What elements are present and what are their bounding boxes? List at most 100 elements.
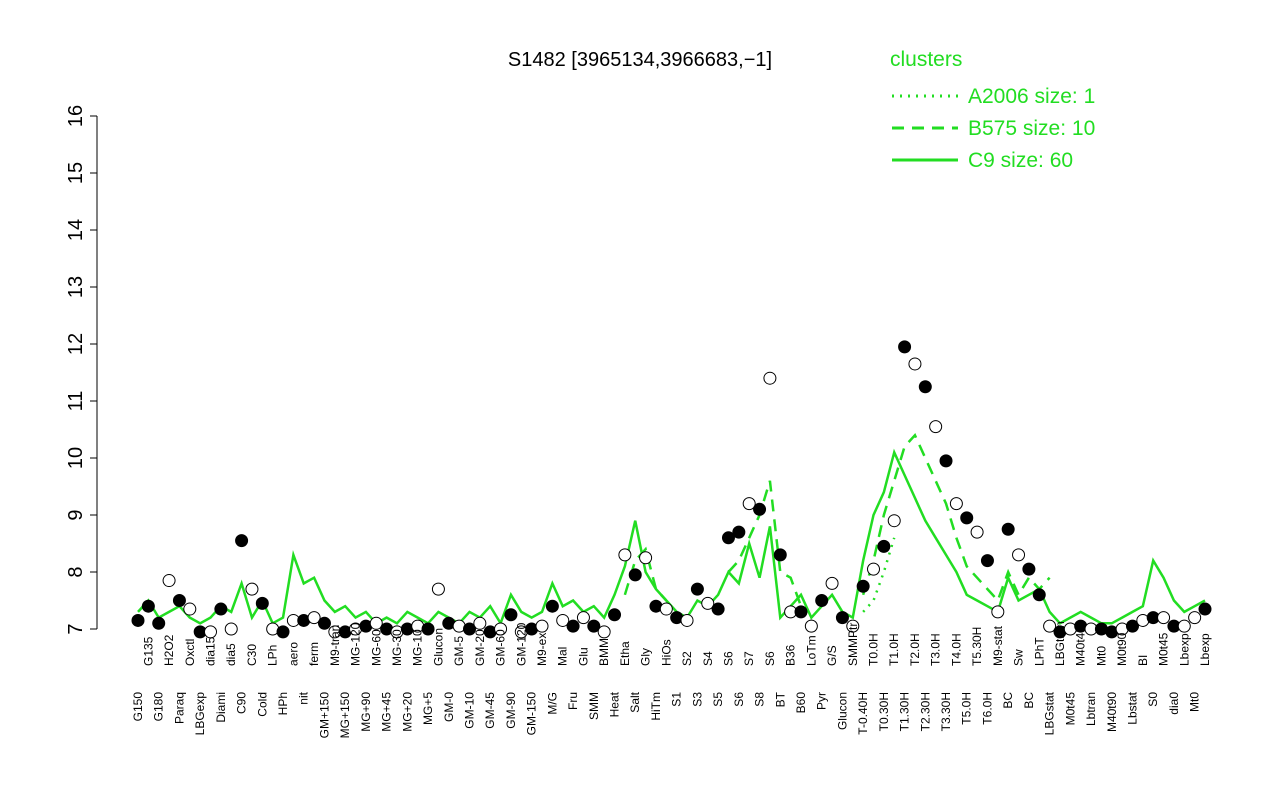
point xyxy=(369,616,383,630)
point-label: Etha xyxy=(618,641,632,666)
legend-label: A2006 size: 1 xyxy=(968,85,1095,108)
x-tick-label: M40t90 xyxy=(1105,692,1119,732)
x-tick-label: T1.30H xyxy=(898,692,912,731)
point xyxy=(804,619,818,633)
x-tick-label: S5 xyxy=(711,692,725,707)
point xyxy=(141,599,155,613)
point xyxy=(639,551,653,565)
point-label: Sw xyxy=(1012,649,1026,666)
point xyxy=(846,619,860,633)
point-label: Lbexp xyxy=(1177,633,1191,666)
point-label: LPh xyxy=(266,645,280,666)
point xyxy=(597,625,611,639)
point-label: dia5 xyxy=(224,643,238,666)
point xyxy=(245,582,259,596)
point-label: T4.0H xyxy=(949,633,963,666)
point xyxy=(431,582,445,596)
x-tick-label: S0 xyxy=(1146,692,1160,707)
point-label: B36 xyxy=(784,644,798,666)
x-tick-label: S1 xyxy=(670,692,684,707)
x-tick-label: HiTm xyxy=(649,692,663,721)
point xyxy=(701,596,715,610)
point-label: S7 xyxy=(742,651,756,666)
x-tick-label: Heat xyxy=(608,691,622,717)
point xyxy=(970,525,984,539)
x-tick-label: Mt0 xyxy=(1188,692,1202,712)
x-tick-label: GM+150 xyxy=(317,692,331,739)
x-tick-label: GM-0 xyxy=(442,692,456,722)
point xyxy=(794,605,808,619)
point xyxy=(1012,548,1026,562)
y-tick-label: 12 xyxy=(65,333,87,355)
point-label: LBGtran xyxy=(1053,621,1067,666)
point xyxy=(898,340,912,354)
point-label: HiOs xyxy=(659,639,673,666)
point xyxy=(162,574,176,588)
point-label: S2 xyxy=(680,651,694,666)
point xyxy=(887,514,901,528)
point xyxy=(753,502,767,516)
point xyxy=(1043,619,1057,633)
x-tick-label: BC xyxy=(1001,692,1015,709)
x-tick-label: M0t45 xyxy=(1063,692,1077,726)
point xyxy=(711,602,725,616)
x-tick-label: BT xyxy=(773,691,787,707)
point-label: M9-tran xyxy=(328,625,342,666)
x-tick-label: M/G xyxy=(545,692,559,715)
point xyxy=(172,594,186,607)
point-label: M40t45 xyxy=(1074,626,1088,666)
point xyxy=(556,613,570,627)
legend-title: clusters xyxy=(890,48,962,71)
x-tick-label: S6 xyxy=(732,692,746,707)
point-label: BI xyxy=(1136,655,1150,666)
point xyxy=(1157,611,1171,625)
point xyxy=(473,616,487,630)
point-label: M0t45 xyxy=(1157,632,1171,666)
point-label: T0.0H xyxy=(867,633,881,666)
point xyxy=(1198,602,1212,616)
point xyxy=(690,582,704,596)
x-tick-label: HPh xyxy=(276,692,290,715)
point-label: T2.0H xyxy=(908,633,922,666)
point xyxy=(1032,588,1046,602)
point-label: LoTm xyxy=(804,635,818,666)
point xyxy=(152,616,166,630)
point xyxy=(535,619,549,633)
point-label: Mal xyxy=(556,647,570,666)
x-tick-label: Glucon xyxy=(835,692,849,730)
point-label: GM-5 xyxy=(452,636,466,666)
point xyxy=(1188,611,1202,625)
point-label: GM-60 xyxy=(494,629,508,666)
point xyxy=(877,539,891,553)
point xyxy=(856,579,870,593)
y-tick-label: 7 xyxy=(65,623,87,634)
point-label: MG-120 xyxy=(349,622,363,666)
point xyxy=(763,371,777,385)
x-tick-label: T6.0H xyxy=(980,692,994,725)
x-tick-label: GM-10 xyxy=(462,692,476,729)
x-tick-label: MG+5 xyxy=(421,692,435,725)
legend-label: B575 size: 10 xyxy=(968,117,1095,140)
point xyxy=(235,534,249,548)
point xyxy=(960,511,974,525)
point-label: M9-ex xyxy=(535,633,549,666)
chart-title: S1482 [3965134,3966683,−1] xyxy=(508,49,772,71)
x-tick-label: T5.0H xyxy=(960,692,974,725)
point xyxy=(680,613,694,627)
point-label: Glucon xyxy=(431,628,445,666)
point-label: Lbexp xyxy=(1198,633,1212,666)
point xyxy=(1125,619,1139,633)
point xyxy=(721,531,735,545)
x-tick-label: T3.30H xyxy=(939,692,953,731)
point xyxy=(421,622,435,636)
point xyxy=(494,622,508,636)
point xyxy=(835,611,849,625)
point xyxy=(825,576,839,590)
point xyxy=(618,548,632,562)
point-label: M9-stat xyxy=(991,625,1005,666)
x-tick-label: Diami xyxy=(214,692,228,723)
point xyxy=(204,625,218,639)
x-tick-label: LBGexp xyxy=(193,692,207,736)
x-tick-label: nit xyxy=(297,691,311,704)
point-label: MG-30 xyxy=(390,629,404,666)
